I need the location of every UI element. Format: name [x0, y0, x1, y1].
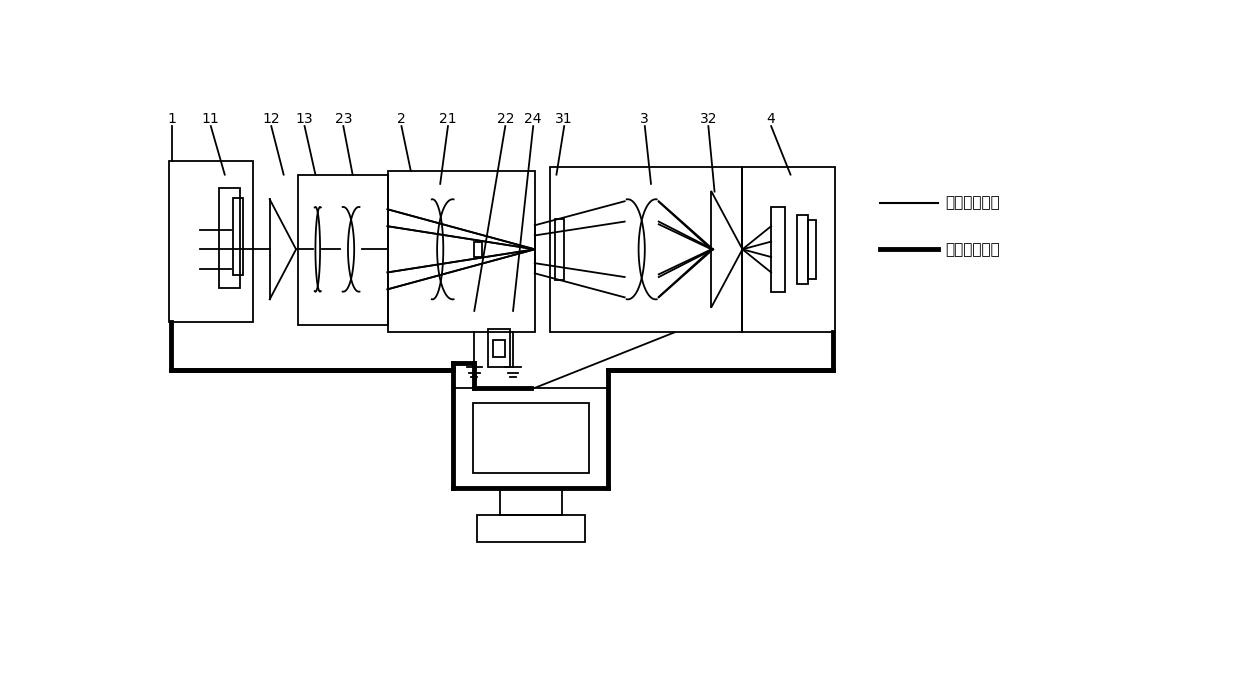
Text: 自由空间光路: 自由空间光路 — [945, 195, 1001, 211]
Bar — [489, 329, 510, 367]
Bar — [218, 188, 241, 288]
Bar — [472, 403, 589, 473]
Bar — [556, 218, 564, 280]
Bar — [494, 340, 506, 357]
Text: 信号传输路线: 信号传输路线 — [945, 242, 1001, 257]
Text: 11: 11 — [202, 112, 219, 126]
Text: 24: 24 — [525, 112, 542, 126]
Bar — [551, 167, 743, 332]
Bar — [233, 198, 243, 275]
Text: 13: 13 — [296, 112, 314, 126]
Bar — [299, 174, 387, 325]
Text: 31: 31 — [556, 112, 573, 126]
Bar — [743, 167, 836, 332]
Text: 23: 23 — [335, 112, 352, 126]
Bar — [797, 215, 808, 284]
Text: 32: 32 — [699, 112, 717, 126]
Bar — [500, 488, 562, 515]
Bar — [454, 388, 609, 488]
Bar — [474, 242, 482, 257]
Text: 4: 4 — [766, 112, 775, 126]
Bar — [771, 207, 785, 292]
Bar — [387, 171, 534, 332]
Text: 1: 1 — [167, 112, 176, 126]
Bar — [476, 515, 585, 542]
Text: 3: 3 — [640, 112, 650, 126]
Text: 22: 22 — [496, 112, 515, 126]
Text: 2: 2 — [397, 112, 405, 126]
Text: 12: 12 — [263, 112, 280, 126]
Text: 21: 21 — [439, 112, 456, 126]
Bar — [169, 161, 253, 322]
Bar — [808, 220, 816, 279]
